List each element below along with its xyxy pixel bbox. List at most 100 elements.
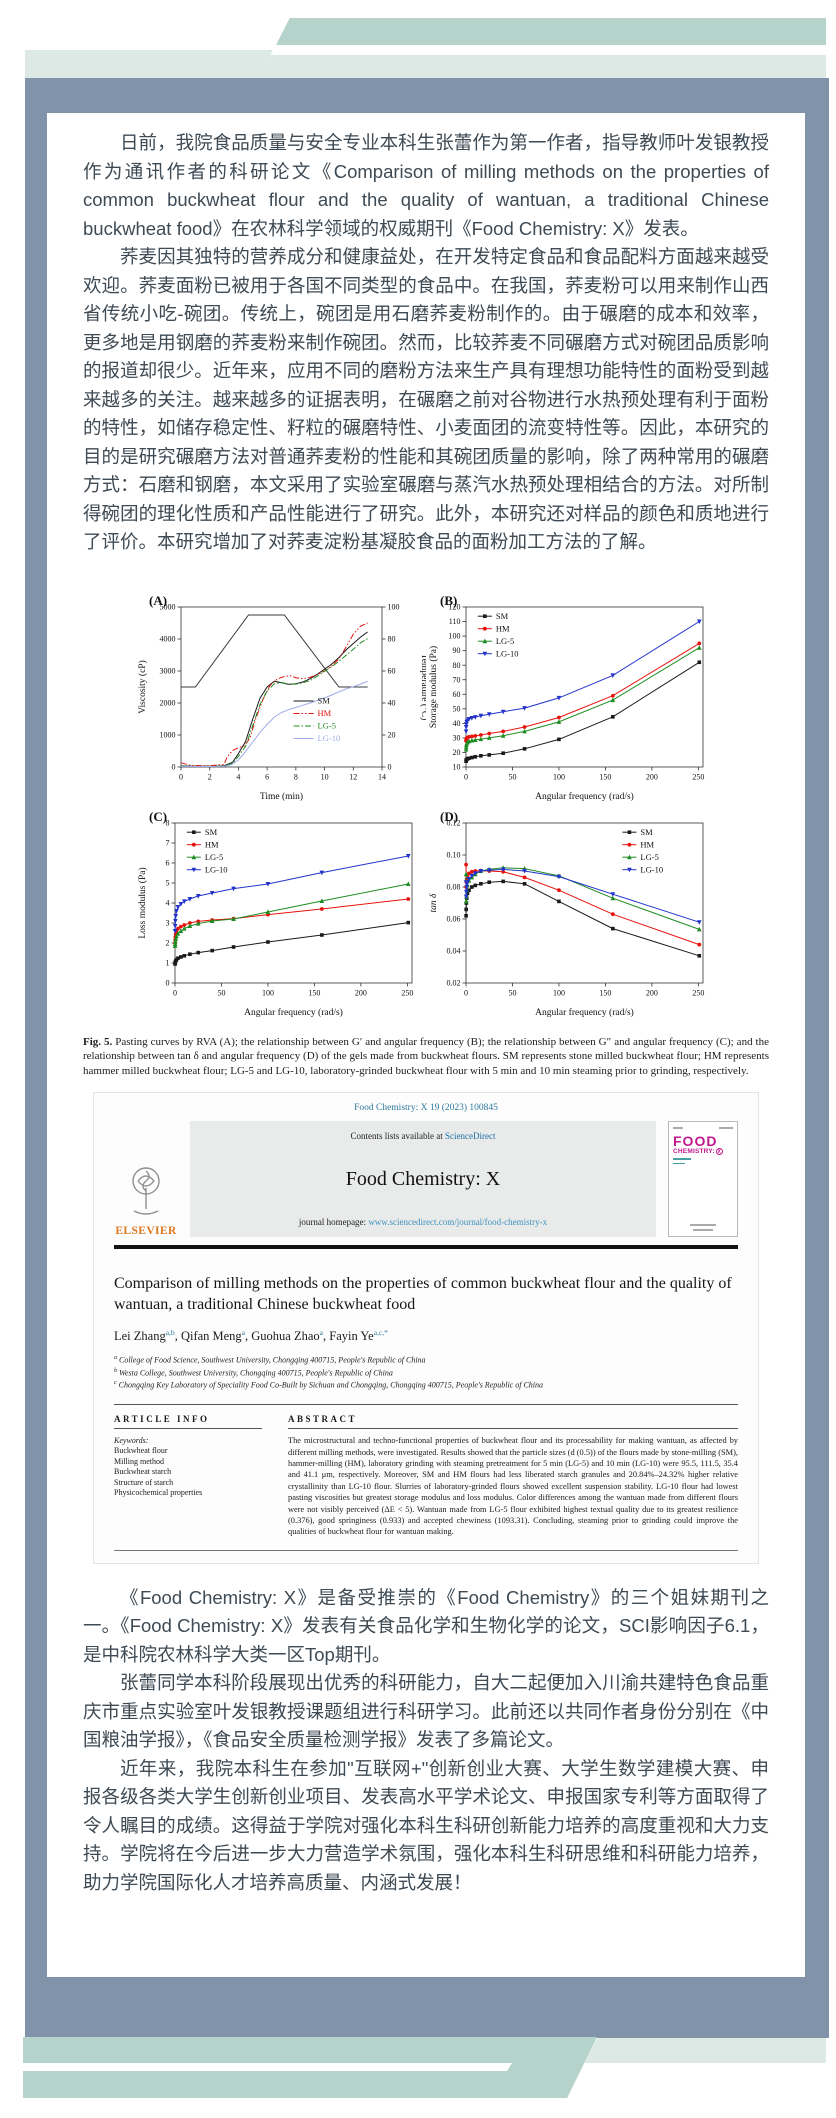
svg-text:7: 7	[166, 838, 170, 847]
contents-text: Contents lists available at	[350, 1131, 445, 1141]
svg-text:14: 14	[378, 772, 386, 781]
svg-text:Angular frequency (rad/s): Angular frequency (rad/s)	[244, 1007, 343, 1018]
svg-text:SM: SM	[205, 826, 218, 836]
svg-text:5000: 5000	[160, 602, 176, 611]
chart-panel-c: (C) 0 50 100 150 200 250 0 1 2 3 4 5 6 7 8 Angular freq…	[135, 807, 426, 1019]
svg-text:150: 150	[599, 988, 611, 997]
paragraph-background: 荞麦因其独特的营养成分和健康益处，在开发特定食品和食品配料方面越来越受欢迎。荞麦…	[83, 246, 769, 552]
journal-cover-thumbnail: FOOD CHEMISTRY: X	[668, 1121, 738, 1237]
svg-text:0.12: 0.12	[447, 818, 461, 827]
journal-name: Food Chemistry: X	[345, 1167, 501, 1190]
svg-text:SM: SM	[496, 610, 509, 620]
abstract-heading: ABSTRACT	[288, 1414, 738, 1430]
svg-text:8: 8	[294, 772, 298, 781]
svg-text:110: 110	[449, 617, 461, 626]
cover-bar	[693, 1229, 713, 1231]
svg-text:0: 0	[173, 988, 177, 997]
cover-title-food: FOOD	[673, 1133, 718, 1149]
svg-text:0.08: 0.08	[447, 882, 461, 891]
homepage-url-link: www.sciencedirect.com/journal/food-chemi…	[368, 1217, 548, 1227]
affiliation-item: c Chongqing Key Laboratory of Speciality…	[114, 1380, 544, 1391]
svg-text:2000: 2000	[160, 698, 176, 707]
abstract-column: ABSTRACT The microstructural and techno-…	[288, 1414, 738, 1538]
svg-text:1000: 1000	[160, 730, 176, 739]
svg-text:HM: HM	[496, 623, 510, 633]
svg-text:Loss modulus (Pa): Loss modulus (Pa)	[137, 867, 148, 938]
paragraph-college-summary: 近年来，我院本科生在参加"互联网+"创新创业大赛、大学生数学建模大赛、申报各级各…	[83, 1757, 769, 1893]
elsevier-tree-icon	[132, 1167, 160, 1215]
svg-text:0: 0	[166, 978, 170, 987]
svg-text:80: 80	[453, 660, 461, 669]
svg-text:10: 10	[453, 762, 461, 771]
svg-text:tan δ: tan δ	[429, 892, 439, 912]
affiliation-item: a College of Food Science, Southwest Uni…	[114, 1355, 426, 1365]
svg-text:3000: 3000	[160, 666, 176, 675]
svg-text:40: 40	[388, 698, 396, 707]
abstract-text: The microstructural and techno-functiona…	[288, 1436, 738, 1537]
keyword-item: Buckwheat flour	[114, 1446, 168, 1456]
figure-caption-label: Fig. 5.	[83, 1035, 113, 1048]
ribbon-top-teal	[276, 18, 826, 45]
svg-text:10: 10	[321, 772, 329, 781]
svg-text:150: 150	[599, 772, 611, 781]
keyword-item: Milling method	[114, 1456, 164, 1466]
svg-text:50: 50	[453, 704, 461, 713]
svg-text:20: 20	[453, 748, 461, 757]
elsevier-logo: ELSEVIER	[114, 1121, 178, 1237]
keyword-item: Buckwheat starch	[114, 1467, 172, 1477]
contents-line: Contents lists available at ScienceDirec…	[351, 1131, 496, 1141]
homepage-line: journal homepage: www.sciencedirect.com/…	[299, 1217, 547, 1227]
svg-text:100: 100	[262, 988, 274, 997]
article-info-heading: ARTICLE INFO	[114, 1414, 262, 1430]
chart-panel-b: (B) 0 50 100 150 200 250 10 20 30 40 50 60 70 80 90 100…	[426, 591, 717, 803]
paragraph-intro: 日前，我院食品质量与安全专业本科生张蕾作为第一作者，指导教师叶发银教授作为通讯作…	[83, 132, 769, 239]
homepage-label: journal homepage:	[298, 1217, 369, 1227]
affiliation-item: b Westa College, Southwest University, C…	[114, 1367, 393, 1378]
cover-title-chemistry: CHEMISTRY: X	[673, 1148, 733, 1155]
cover-chem-text: CHEMISTRY:	[673, 1148, 715, 1155]
panel-label-d: (D)	[440, 808, 459, 824]
svg-text:HM: HM	[205, 839, 219, 849]
svg-text:LG-5: LG-5	[640, 851, 658, 861]
author-name: Fayin Yea,c,*	[329, 1328, 388, 1344]
article-info-column: ARTICLE INFO Keywords: Buckwheat flour Mi…	[114, 1414, 262, 1538]
svg-text:LG-5: LG-5	[318, 720, 336, 730]
svg-text:200: 200	[646, 772, 658, 781]
author-name: Guohua Zhaoa	[251, 1328, 324, 1344]
svg-text:250: 250	[692, 772, 704, 781]
sciencedirect-link: ScienceDirect	[445, 1131, 496, 1141]
svg-text:20: 20	[388, 730, 396, 739]
svg-text:LG-5: LG-5	[205, 851, 223, 861]
cover-bar	[673, 1127, 683, 1129]
svg-text:6: 6	[265, 772, 269, 781]
ribbon-bottom-light	[584, 2038, 826, 2063]
svg-text:60: 60	[388, 666, 396, 675]
svg-text:90: 90	[453, 646, 461, 655]
paper-first-page: Food Chemistry: X 19 (2023) 100845 ELSEV…	[93, 1092, 759, 1564]
chart-panel-d: (D) 0 50 100 150 200 250 0.02 0.04 0.06 0.08 0.10 0…	[426, 807, 717, 1019]
paper-title: Comparison of milling methods on the pro…	[114, 1275, 732, 1313]
svg-text:Temperature (°C): Temperature (°C)	[419, 653, 426, 720]
panel-label-b: (B)	[440, 592, 458, 608]
ribbon-top-light-left	[25, 50, 273, 78]
keywords-label: Keywords:	[114, 1436, 149, 1446]
svg-text:50: 50	[217, 988, 225, 997]
svg-text:2: 2	[208, 772, 212, 781]
elsevier-wordmark: ELSEVIER	[115, 1225, 177, 1237]
chart-panel-a: (A) 0 2 4 6 8 10 12 14 0 1000 2000 3000 4000 5000 0 20 4…	[135, 591, 426, 803]
cover-bar	[690, 1224, 716, 1226]
figure-caption: Fig. 5. Pasting curves by RVA (A); the r…	[83, 1035, 769, 1079]
svg-text:8: 8	[166, 818, 170, 827]
svg-text:1: 1	[166, 958, 170, 967]
paragraph-student-intro: 张蕾同学本科阶段展现出优秀的科研能力，自大二起便加入川渝共建特色食品重庆市重点实…	[83, 1672, 769, 1751]
cover-teal-bar	[673, 1162, 685, 1164]
chart-svg: 0 50 100 150 200 250 0.02 0.04 0.06 0.08 0.10 0.12 A…	[429, 818, 704, 1018]
svg-text:Angular frequency (rad/s): Angular frequency (rad/s)	[535, 1007, 634, 1018]
svg-text:LG-10: LG-10	[318, 733, 341, 743]
cover-teal-bar	[673, 1158, 691, 1160]
paragraph-journal-intro: 《Food Chemistry: X》是备受推崇的《Food Chemistry…	[83, 1586, 769, 1665]
svg-text:70: 70	[453, 675, 461, 684]
svg-text:HM: HM	[318, 708, 332, 718]
svg-text:HM: HM	[640, 839, 654, 849]
